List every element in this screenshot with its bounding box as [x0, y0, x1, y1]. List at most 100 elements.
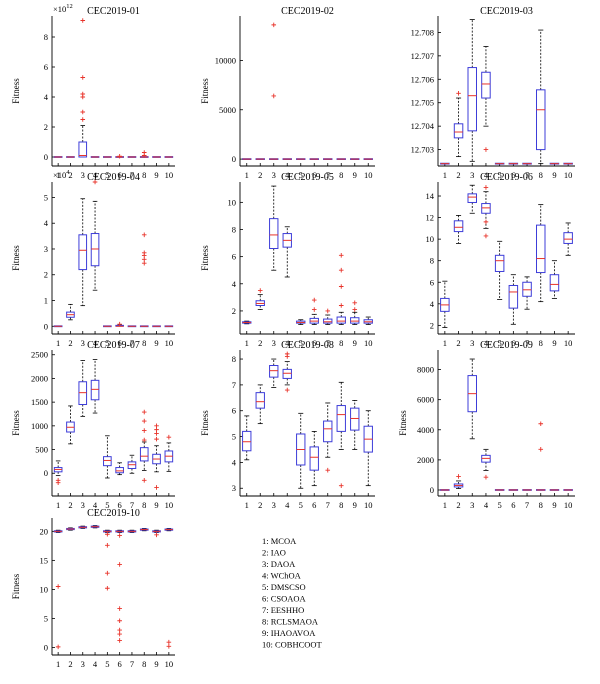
box-plot-10: [164, 528, 174, 649]
outlier-marker: [338, 483, 344, 488]
outlier-marker: [483, 185, 489, 190]
box-plot-5: [494, 162, 505, 165]
y-tick-label: 0: [430, 485, 434, 495]
y-tick-label: 4: [232, 457, 237, 467]
x-tick-label: 5: [105, 338, 109, 348]
x-tick-label: 6: [118, 170, 122, 180]
outlier-marker: [271, 93, 277, 99]
box-plot-8: [536, 29, 546, 165]
box: [536, 89, 546, 151]
y-tick-label: 7: [232, 380, 236, 390]
x-tick-label: 1: [443, 170, 447, 180]
outlier-marker: [141, 437, 147, 443]
box-plot-9: [549, 162, 560, 165]
y-tick-label: 2: [430, 320, 434, 330]
outlier-marker: [55, 644, 61, 650]
x-tick-label: 10: [165, 170, 174, 180]
box-plot-7: [127, 156, 137, 158]
x-tick-label: 6: [511, 170, 515, 180]
box: [323, 318, 333, 324]
box: [269, 218, 279, 249]
x-tick-label: 1: [443, 500, 447, 510]
box: [115, 467, 124, 474]
box-plot-7: [522, 162, 532, 165]
box-plot-2: [66, 156, 75, 158]
x-tick-label: 8: [142, 338, 146, 348]
x-tick-label: 4: [285, 170, 290, 180]
box-plot-5: [296, 319, 306, 325]
box-plot-5: [494, 240, 505, 300]
chart-title: CEC2019-05: [281, 172, 334, 183]
box: [90, 379, 100, 401]
outlier-marker: [141, 418, 147, 424]
x-tick-label: 4: [93, 500, 98, 510]
y-tick-label: 20: [40, 526, 49, 536]
legend-entry: 8: RCLSMAOA: [262, 617, 319, 627]
y-tick-label: 2: [44, 270, 48, 280]
x-tick-label: 2: [68, 500, 72, 510]
outlier-marker: [456, 474, 461, 479]
box-plot-4: [481, 46, 491, 152]
y-tick-label: 0: [44, 642, 48, 652]
box-plot-9: [152, 423, 161, 490]
box-plot-8: [139, 409, 149, 483]
y-tick-label: 0: [44, 321, 48, 331]
legend-entry: 2: IAO: [262, 548, 286, 558]
box-plot-10: [563, 222, 573, 256]
y-axis-label: Fitness: [11, 245, 21, 271]
box: [78, 234, 88, 271]
x-tick-label: 8: [142, 659, 146, 669]
box-plot-8: [139, 232, 149, 328]
box-plot-10: [363, 158, 373, 160]
x-tick-label: 2: [68, 659, 72, 669]
x-tick-label: 4: [484, 338, 489, 348]
y-tick-label: 1: [44, 296, 48, 306]
box: [336, 316, 346, 324]
outlier-marker: [105, 531, 110, 537]
x-tick-label: 2: [456, 500, 460, 510]
y-tick-label: 4: [44, 92, 49, 102]
box-plot-3: [78, 198, 88, 307]
box: [90, 233, 100, 267]
outlier-marker: [166, 639, 172, 645]
x-tick-label: 2: [456, 170, 460, 180]
x-tick-label: 4: [285, 338, 290, 348]
box-plot-6: [508, 274, 519, 325]
outlier-marker: [538, 421, 544, 427]
y-tick-label: 2: [44, 122, 48, 132]
box-plot-3: [78, 525, 88, 529]
box-plot-4: [90, 156, 100, 158]
box-plot-9: [350, 158, 360, 160]
chart-title: CEC2019-01: [87, 6, 140, 17]
x-tick-label: 8: [539, 170, 543, 180]
x-tick-label: 5: [498, 338, 502, 348]
y-tick-label: 6: [232, 406, 236, 416]
outlier-marker: [55, 480, 61, 486]
box-plot-8: [536, 421, 546, 491]
box-plot-6: [115, 529, 124, 643]
x-tick-label: 1: [56, 338, 60, 348]
outlier-marker: [311, 297, 317, 303]
box-plot-3: [467, 358, 477, 440]
outlier-marker: [92, 179, 98, 185]
x-tick-label: 7: [130, 659, 134, 669]
x-tick-label: 4: [93, 170, 98, 180]
box: [309, 446, 319, 471]
outlier-marker: [325, 308, 331, 314]
x-tick-label: 6: [511, 338, 515, 348]
box-plot-7: [127, 529, 137, 533]
y-tick-label: 12.705: [411, 98, 434, 108]
chart-title: CEC2019-08: [281, 340, 334, 351]
x-tick-label: 8: [539, 500, 543, 510]
x-tick-label: 10: [364, 500, 373, 510]
x-tick-label: 6: [312, 170, 316, 180]
x-tick-label: 5: [299, 338, 303, 348]
box: [563, 232, 573, 244]
outlier-marker: [456, 91, 461, 96]
y-tick-label: 2: [232, 306, 236, 316]
x-tick-label: 7: [525, 500, 529, 510]
outlier-marker: [483, 474, 489, 480]
box: [536, 224, 546, 274]
